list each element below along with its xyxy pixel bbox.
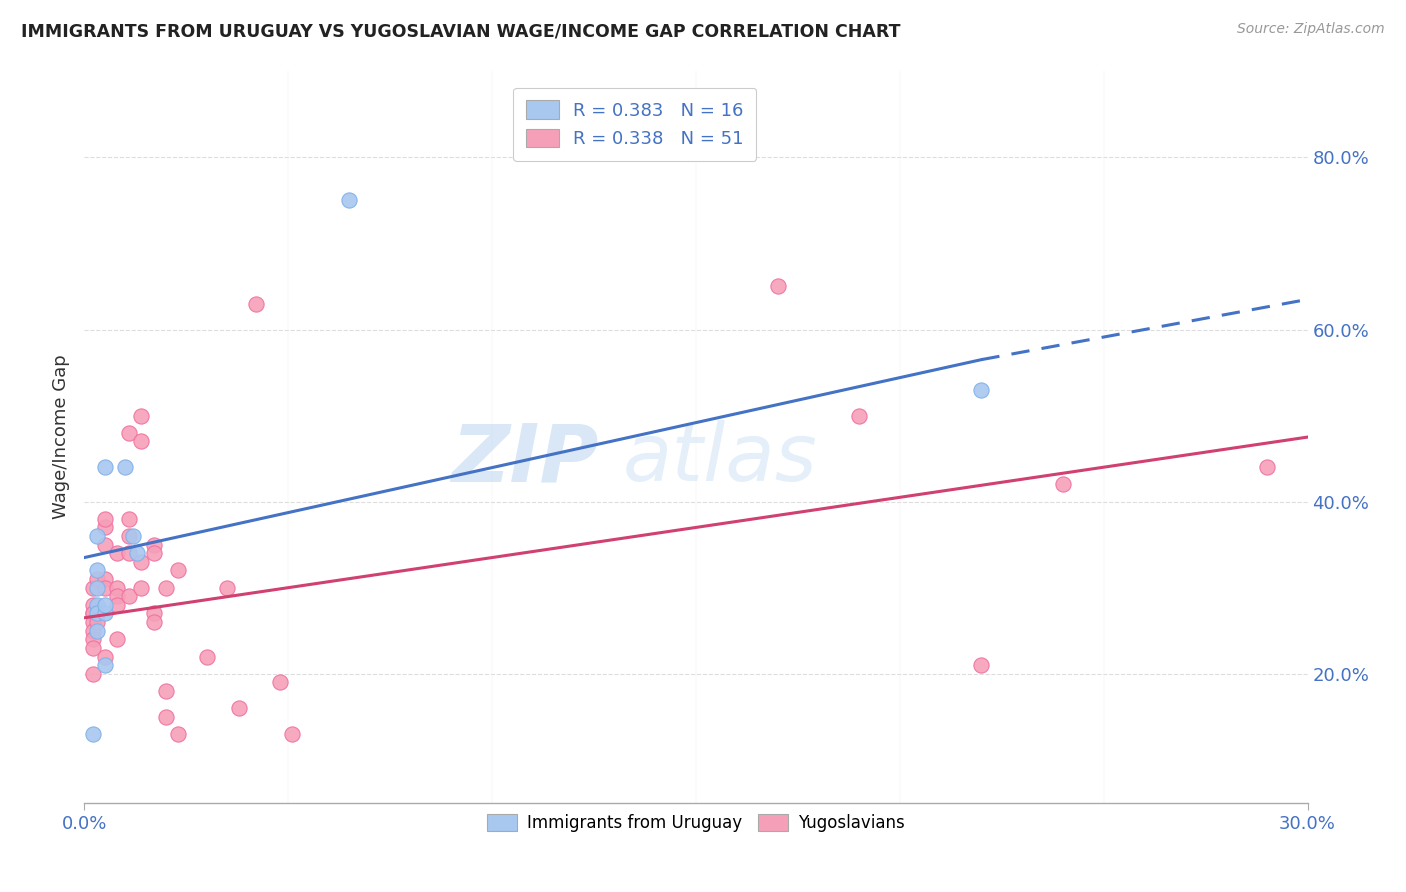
Point xyxy=(122,529,145,543)
Point xyxy=(93,607,115,621)
Point xyxy=(131,434,153,449)
Point xyxy=(142,546,165,560)
Point xyxy=(82,581,104,595)
Y-axis label: Wage/Income Gap: Wage/Income Gap xyxy=(52,355,70,519)
Point xyxy=(82,607,104,621)
Point xyxy=(105,589,128,603)
Point xyxy=(1256,460,1278,475)
Point xyxy=(82,727,104,741)
Point xyxy=(93,572,115,586)
Point xyxy=(86,529,108,543)
Point xyxy=(269,675,291,690)
Point xyxy=(131,581,153,595)
Point xyxy=(86,581,108,595)
Point xyxy=(93,598,115,612)
Point xyxy=(82,640,104,655)
Point xyxy=(86,598,108,612)
Legend: Immigrants from Uruguay, Yugoslavians: Immigrants from Uruguay, Yugoslavians xyxy=(479,807,912,838)
Point xyxy=(93,538,115,552)
Point xyxy=(131,555,153,569)
Point xyxy=(142,538,165,552)
Point xyxy=(86,607,108,621)
Point xyxy=(82,666,104,681)
Point xyxy=(118,589,141,603)
Point xyxy=(195,649,218,664)
Point xyxy=(105,598,128,612)
Point xyxy=(86,624,108,638)
Point xyxy=(93,581,115,595)
Text: IMMIGRANTS FROM URUGUAY VS YUGOSLAVIAN WAGE/INCOME GAP CORRELATION CHART: IMMIGRANTS FROM URUGUAY VS YUGOSLAVIAN W… xyxy=(21,22,901,40)
Point xyxy=(155,684,177,698)
Point xyxy=(167,727,190,741)
Point xyxy=(93,460,115,475)
Point xyxy=(339,194,361,208)
Text: ZIP: ZIP xyxy=(451,420,598,498)
Point xyxy=(93,658,115,673)
Point xyxy=(281,727,304,741)
Point xyxy=(155,581,177,595)
Point xyxy=(86,572,108,586)
Point xyxy=(82,598,104,612)
Point xyxy=(245,296,267,310)
Point xyxy=(118,546,141,560)
Point xyxy=(167,564,190,578)
Point xyxy=(118,529,141,543)
Point xyxy=(86,564,108,578)
Point xyxy=(82,624,104,638)
Point xyxy=(82,615,104,629)
Point xyxy=(93,649,115,664)
Point xyxy=(155,710,177,724)
Point xyxy=(93,520,115,534)
Text: atlas: atlas xyxy=(623,420,817,498)
Point xyxy=(118,425,141,440)
Point xyxy=(127,546,149,560)
Point xyxy=(105,581,128,595)
Point xyxy=(970,383,993,397)
Point xyxy=(93,512,115,526)
Point xyxy=(105,546,128,560)
Text: Source: ZipAtlas.com: Source: ZipAtlas.com xyxy=(1237,22,1385,37)
Point xyxy=(82,632,104,647)
Point xyxy=(105,632,128,647)
Point xyxy=(114,460,136,475)
Point xyxy=(142,607,165,621)
Point xyxy=(142,615,165,629)
Point xyxy=(86,615,108,629)
Point xyxy=(970,658,993,673)
Point xyxy=(766,279,789,293)
Point xyxy=(228,701,250,715)
Point xyxy=(131,409,153,423)
Point xyxy=(217,581,239,595)
Point xyxy=(848,409,870,423)
Point xyxy=(118,512,141,526)
Point xyxy=(1052,477,1074,491)
Point xyxy=(82,607,104,621)
